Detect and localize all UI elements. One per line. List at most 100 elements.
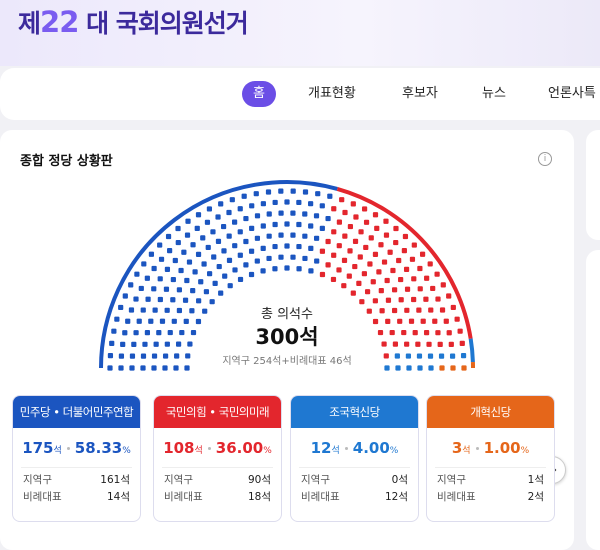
row-label: 비례대표 bbox=[437, 489, 476, 506]
seat bbox=[418, 286, 423, 291]
seat bbox=[185, 233, 190, 238]
seat bbox=[172, 319, 177, 324]
seat bbox=[218, 201, 223, 206]
seat bbox=[261, 201, 266, 206]
seat bbox=[178, 268, 183, 273]
seat bbox=[243, 239, 248, 244]
seat bbox=[450, 354, 455, 359]
seat bbox=[404, 308, 409, 313]
seat bbox=[255, 258, 260, 263]
seat bbox=[207, 206, 212, 211]
seat bbox=[461, 353, 466, 358]
seat bbox=[201, 261, 206, 266]
seat bbox=[181, 250, 186, 255]
seat bbox=[374, 226, 379, 231]
seat-count: 175 bbox=[22, 439, 53, 457]
nav-tab[interactable]: 홈 bbox=[242, 81, 276, 107]
seat bbox=[278, 211, 283, 216]
seat bbox=[142, 342, 147, 347]
seat bbox=[428, 354, 433, 359]
nav-tab[interactable]: 개표현황 bbox=[308, 81, 356, 107]
seat bbox=[119, 354, 124, 359]
seat bbox=[405, 287, 410, 292]
nav-bar: 홈 개표현황 후보자 뉴스 언론사특 bbox=[0, 68, 600, 120]
seat bbox=[215, 214, 220, 219]
seat bbox=[145, 276, 150, 281]
total-label: 총 의석수 bbox=[187, 303, 387, 322]
nav-tab[interactable]: 뉴스 bbox=[482, 81, 506, 107]
seat bbox=[290, 233, 295, 238]
seat bbox=[417, 353, 422, 358]
row-label: 비례대표 bbox=[164, 489, 203, 506]
seat bbox=[129, 307, 134, 312]
seat bbox=[411, 276, 416, 281]
seat bbox=[111, 329, 116, 334]
seat bbox=[404, 342, 409, 347]
seat bbox=[399, 297, 404, 302]
seat bbox=[331, 229, 336, 234]
seat bbox=[207, 271, 212, 276]
seat bbox=[133, 296, 138, 301]
row-label: 지역구 bbox=[23, 472, 52, 489]
seat bbox=[238, 206, 243, 211]
seat bbox=[152, 353, 157, 358]
seat bbox=[362, 271, 367, 276]
seat bbox=[190, 242, 195, 247]
seat bbox=[373, 252, 378, 257]
seat bbox=[356, 281, 361, 286]
title-prefix: 제 bbox=[18, 9, 40, 38]
seat bbox=[278, 233, 283, 238]
row-label: 지역구 bbox=[437, 472, 466, 489]
seat bbox=[242, 194, 247, 199]
seat bbox=[296, 266, 301, 271]
side-panel bbox=[586, 130, 600, 240]
seat bbox=[176, 240, 181, 245]
seat bbox=[395, 365, 400, 370]
seat bbox=[406, 353, 411, 358]
seat bbox=[423, 297, 428, 302]
divider bbox=[21, 467, 132, 468]
seat bbox=[156, 330, 161, 335]
seat bbox=[206, 245, 211, 250]
seat bbox=[435, 272, 440, 277]
seat bbox=[261, 223, 266, 228]
percent-unit: % bbox=[521, 446, 530, 456]
row-value: 90석 bbox=[248, 472, 271, 489]
seat bbox=[369, 235, 374, 240]
seat bbox=[388, 250, 393, 255]
seat bbox=[314, 213, 319, 218]
seat-unit: 석 bbox=[332, 446, 340, 456]
separator-dot bbox=[476, 447, 479, 450]
seat bbox=[460, 341, 465, 346]
nav-tab[interactable]: 언론사특 bbox=[548, 81, 596, 107]
seat bbox=[379, 288, 384, 293]
seat bbox=[260, 268, 265, 273]
seat bbox=[221, 248, 226, 253]
board-card: 종합 정당 상황판 i 총 의석수 300석 지역구 254석+비례대표 46석… bbox=[0, 130, 574, 550]
seat bbox=[428, 365, 433, 370]
site-title[interactable]: 제22 대 국회의원선거 bbox=[18, 4, 248, 40]
seat bbox=[163, 353, 168, 358]
seat bbox=[358, 254, 363, 259]
seat bbox=[314, 236, 319, 241]
seat bbox=[118, 365, 123, 370]
seat bbox=[187, 259, 192, 264]
seat bbox=[393, 240, 398, 245]
seat bbox=[173, 365, 178, 370]
seat bbox=[140, 365, 145, 370]
seat bbox=[364, 220, 369, 225]
seat bbox=[308, 201, 313, 206]
seat bbox=[195, 226, 200, 231]
seat bbox=[342, 258, 347, 263]
seat bbox=[141, 261, 146, 266]
nav-tab[interactable]: 후보자 bbox=[402, 81, 438, 107]
seat bbox=[204, 289, 209, 294]
seat bbox=[217, 264, 222, 269]
seat bbox=[243, 262, 248, 267]
separator-dot bbox=[345, 447, 348, 450]
